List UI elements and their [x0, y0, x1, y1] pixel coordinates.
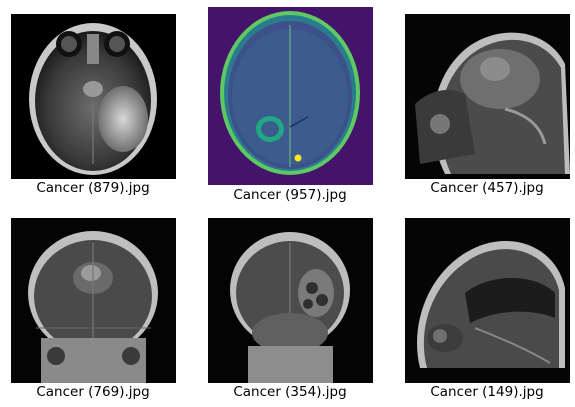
image-caption: Cancer (354).jpg	[233, 384, 347, 400]
mri-sagittal-scan	[405, 14, 570, 179]
mri-axial-scan-colormap	[208, 7, 373, 185]
mri-sagittal-scan	[405, 218, 570, 383]
mri-coronal-scan	[208, 218, 373, 383]
mri-coronal-scan	[11, 218, 176, 383]
image-caption: Cancer (879).jpg	[36, 180, 150, 196]
mri-axial-scan	[11, 14, 176, 179]
image-caption: Cancer (769).jpg	[36, 384, 150, 400]
image-caption: Cancer (957).jpg	[233, 187, 347, 203]
image-caption: Cancer (149).jpg	[430, 384, 544, 400]
gallery-image-4[interactable]	[11, 218, 176, 383]
image-caption: Cancer (457).jpg	[430, 180, 544, 196]
gallery-image-1[interactable]	[11, 14, 176, 179]
gallery-image-6[interactable]	[405, 218, 570, 383]
gallery-image-3[interactable]	[405, 14, 570, 179]
gallery-image-5[interactable]	[208, 218, 373, 383]
gallery-image-2[interactable]	[208, 7, 373, 185]
